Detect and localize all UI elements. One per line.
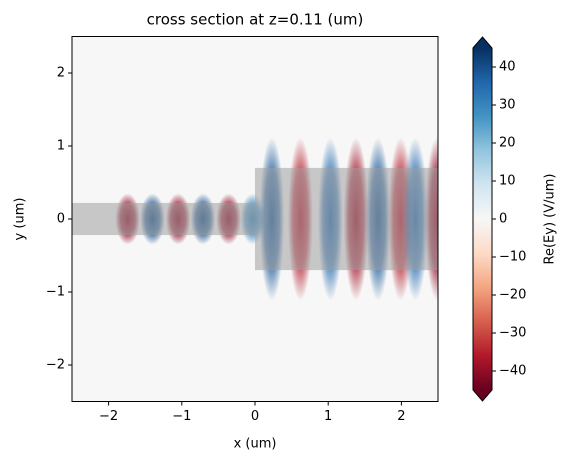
- colorbar-tick-label: −10: [499, 250, 526, 265]
- colorbar-tick-label: −30: [499, 326, 526, 341]
- colorbar-tick-label: 10: [499, 174, 516, 189]
- y-axis-label: y (um): [13, 198, 28, 241]
- x-axis-label: x (um): [234, 437, 277, 452]
- x-tick-label: 1: [324, 409, 332, 424]
- colorbar-tick-label: 40: [499, 60, 516, 75]
- colorbar-tick-label: 20: [499, 136, 516, 151]
- colorbar-tick-label: −40: [499, 364, 526, 379]
- colorbar: [473, 48, 492, 390]
- x-tick-label: −1: [172, 409, 191, 424]
- y-tick-label: −2: [46, 358, 65, 373]
- x-tick-label: 0: [251, 409, 259, 424]
- y-tick-label: 1: [57, 139, 65, 154]
- y-tick-label: −1: [46, 285, 65, 300]
- y-tick-label: 2: [57, 66, 65, 81]
- colorbar-frame: [472, 36, 493, 402]
- colorbar-extend-top: [473, 37, 492, 48]
- plot-area: [72, 36, 438, 402]
- x-tick-label: −2: [99, 409, 118, 424]
- colorbar-tick-label: −20: [499, 288, 526, 303]
- structure: [255, 167, 438, 271]
- chart-title: cross section at z=0.11 (um): [147, 11, 364, 29]
- colorbar-extend-bottom: [473, 390, 492, 401]
- colorbar-tick-label: 0: [499, 212, 507, 227]
- structure: [72, 202, 255, 236]
- colorbar-label: Re(Ey) (V/um): [543, 174, 558, 265]
- y-tick-label: 0: [57, 212, 65, 227]
- colorbar-tick-label: 30: [499, 98, 516, 113]
- x-tick-label: 2: [397, 409, 405, 424]
